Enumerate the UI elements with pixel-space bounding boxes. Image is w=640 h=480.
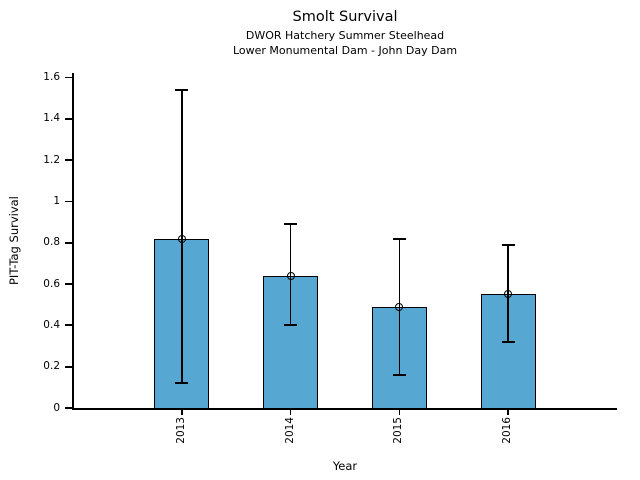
y-tick-label: 0	[53, 401, 60, 414]
x-tick-label: 2013	[174, 417, 187, 444]
error-bar-cap-bottom	[501, 341, 515, 343]
chart-title: Smolt Survival	[292, 9, 398, 25]
y-tick-label: 0.2	[43, 360, 60, 373]
error-bar-cap-top	[175, 88, 189, 91]
y-tick-mark	[64, 283, 72, 285]
y-tick-mark	[64, 365, 72, 368]
x-tick-mark	[289, 409, 292, 416]
error-bar-cap-bottom	[175, 382, 189, 385]
data-point-marker	[286, 271, 295, 280]
x-axis-line	[71, 407, 617, 410]
y-tick-label: 0.8	[43, 236, 60, 249]
chart-subtitle-1: DWOR Hatchery Summer Steelhead	[245, 29, 445, 42]
y-tick-mark	[64, 117, 72, 120]
data-point-marker	[177, 234, 186, 243]
chart-subtitle-2: Lower Monumental Dam - John Day Dam	[232, 44, 458, 57]
error-bar-cap-top	[392, 237, 406, 240]
x-axis-label: Year	[332, 459, 358, 473]
y-tick-mark	[64, 407, 72, 409]
y-tick-mark	[64, 241, 72, 244]
error-bar-cap-bottom	[392, 374, 406, 376]
error-bar-cap-top	[284, 223, 298, 226]
y-tick-mark	[64, 324, 72, 327]
y-tick-mark	[64, 76, 72, 79]
y-tick-label: 1.2	[43, 153, 60, 166]
error-bar-cap-bottom	[284, 324, 298, 327]
data-point-marker	[395, 302, 404, 311]
x-tick-label: 2014	[283, 417, 296, 444]
y-axis-line	[71, 73, 74, 410]
x-tick-mark	[398, 409, 401, 416]
x-tick-mark	[507, 409, 510, 416]
error-bar-cap-top	[501, 243, 515, 246]
y-tick-label: 1.6	[43, 71, 60, 83]
y-tick-label: 1.4	[43, 112, 60, 125]
data-point-marker	[504, 290, 513, 299]
x-tick-mark	[180, 409, 183, 416]
y-tick-label: 1	[53, 194, 60, 207]
y-tick-label: 0.4	[43, 318, 60, 331]
y-tick-mark	[64, 200, 72, 203]
x-tick-label: 2015	[392, 417, 405, 444]
y-tick-mark	[64, 159, 72, 162]
y-tick-label: 0.6	[43, 277, 60, 290]
x-tick-label: 2016	[501, 417, 514, 444]
